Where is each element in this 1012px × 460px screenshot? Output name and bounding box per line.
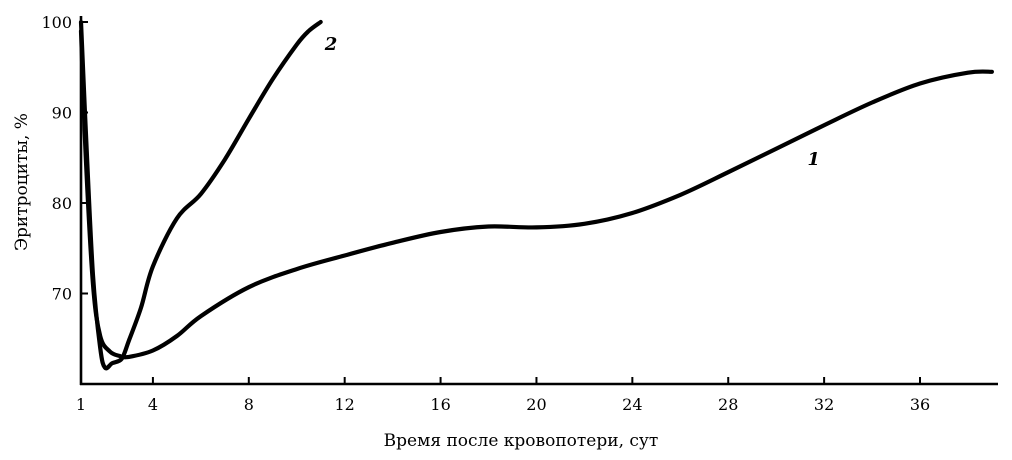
x-axis-ticks: 1 4 8 12 16 20 24 28 32 36 (76, 377, 930, 414)
y-tick-label: 70 (52, 285, 72, 304)
y-tick-label: 100 (41, 13, 72, 32)
y-axis-title: Эритроциты, % (12, 113, 32, 251)
x-tick-label: 20 (526, 395, 546, 414)
x-tick-label: 24 (622, 395, 642, 414)
x-tick-label: 1 (76, 395, 86, 414)
x-tick-label: 4 (148, 395, 158, 414)
x-tick-label: 8 (244, 395, 254, 414)
series-line-2 (78, 19, 323, 371)
series-lines: 12 (78, 19, 994, 371)
series-label-1: 1 (807, 149, 820, 170)
series-label-2: 2 (324, 34, 338, 55)
y-axis-ticks: 70 80 90 100 (41, 13, 88, 304)
axes (79, 16, 998, 386)
x-tick-label: 12 (335, 395, 355, 414)
x-tick-label: 32 (814, 395, 834, 414)
y-tick-label: 80 (52, 194, 72, 213)
x-tick-label: 36 (910, 395, 930, 414)
x-tick-label: 16 (430, 395, 450, 414)
y-tick-label: 90 (52, 104, 72, 123)
x-tick-label: 28 (718, 395, 738, 414)
series-line-1 (78, 28, 994, 360)
x-axis-title: Время после кровопотери, сут (384, 431, 659, 451)
